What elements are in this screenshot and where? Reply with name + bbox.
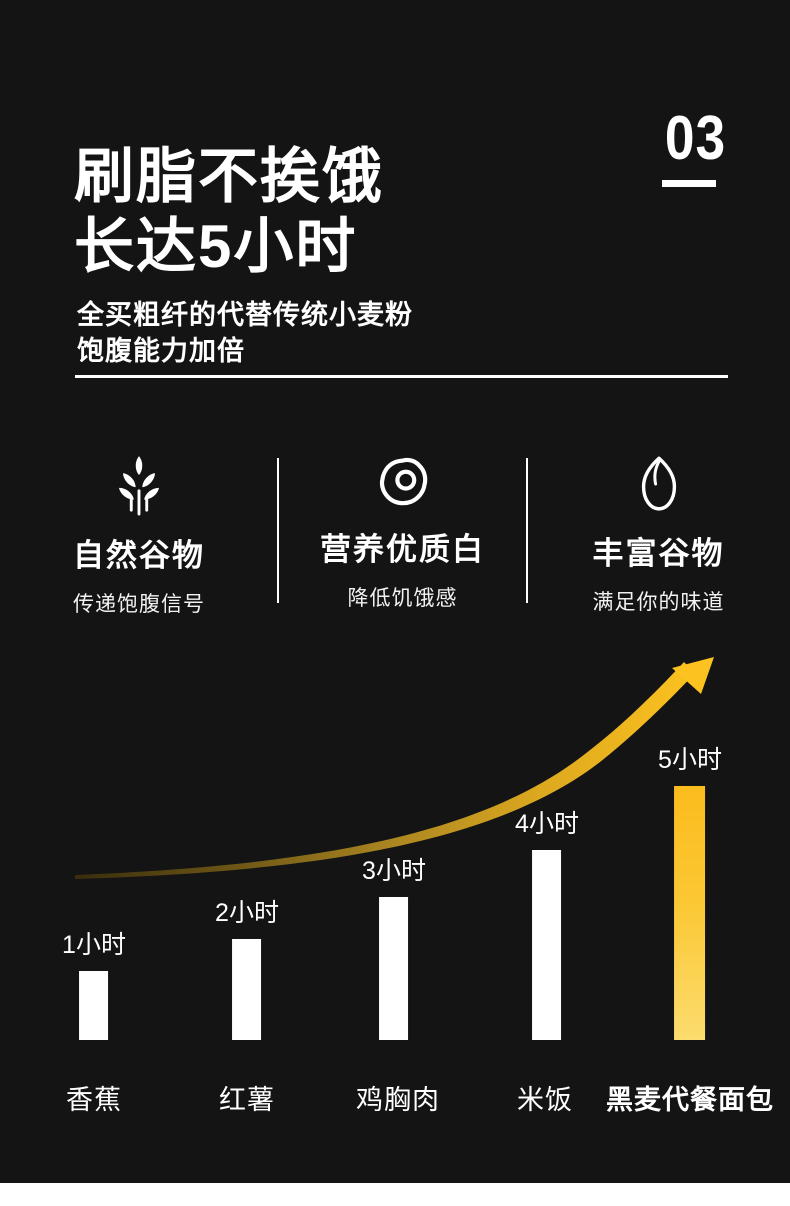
category-label-rye-bread: 黑麦代餐面包: [606, 1085, 774, 1115]
feature-desc: 满足你的味道: [592, 591, 725, 614]
page-subtitle: 全买粗纤的代替传统小麦粉 饱腹能力加倍: [77, 297, 413, 369]
feature-title: 自然谷物: [73, 538, 205, 573]
bar-value-label: 5小时: [658, 746, 722, 774]
bar: [379, 897, 409, 1040]
page-title-line2: 长达5小时: [74, 213, 358, 280]
horizontal-divider: [75, 375, 728, 378]
chart-bar-sweet-potato: 2小时: [215, 893, 279, 1040]
category-label-sweet-potato: 红薯: [219, 1085, 275, 1115]
category-label-rice: 米饭: [517, 1085, 573, 1115]
bar-value-label: 1小时: [62, 931, 126, 959]
bar: [232, 939, 262, 1040]
chart-bar-chicken-breast: 3小时: [362, 851, 426, 1040]
chart-bar-rye-bread-highlight: 5小时: [658, 740, 722, 1040]
feature-desc: 降低饥饿感: [347, 587, 458, 610]
feature-divider-2: [526, 458, 528, 603]
chart-bar-banana: 1小时: [62, 925, 126, 1040]
trend-arrow: [75, 657, 714, 879]
page-subtitle-line2: 饱腹能力加倍: [77, 336, 245, 366]
feature-rich-grain: 丰富谷物 满足你的味道: [527, 450, 790, 614]
feature-natural-grain: 自然谷物 传递饱腹信号: [0, 450, 278, 616]
fried-egg-icon: [375, 454, 431, 510]
feature-title: 丰富谷物: [592, 536, 725, 571]
bar-value-label: 4小时: [515, 810, 579, 838]
bar: [79, 971, 109, 1040]
bar-value-label: 3小时: [362, 857, 426, 885]
bottom-white-strip: [0, 1183, 790, 1206]
section-number: 03: [664, 104, 726, 173]
category-label-chicken-breast: 鸡胸肉: [356, 1085, 440, 1115]
feature-row: 自然谷物 传递饱腹信号 营养优质白 降低饥饿感: [0, 450, 790, 616]
bar: [532, 850, 562, 1040]
feature-quality-protein: 营养优质白 降低饥饿感: [278, 450, 527, 610]
chart-bar-rice: 4小时: [515, 804, 579, 1040]
feature-title: 营养优质白: [320, 532, 485, 567]
feature-desc: 传递饱腹信号: [73, 593, 205, 616]
wheat-icon: [110, 454, 168, 516]
page-subtitle-line1: 全买粗纤的代替传统小麦粉: [77, 300, 413, 330]
bar-value-label: 2小时: [215, 899, 279, 927]
category-label-banana: 香蕉: [66, 1085, 122, 1115]
seed-icon: [633, 454, 685, 514]
bar: [674, 786, 706, 1040]
section-number-underline: [662, 180, 716, 187]
page-title: 刷脂不挨饿 长达5小时: [74, 142, 384, 282]
page-title-line1: 刷脂不挨饿: [74, 143, 384, 210]
feature-divider-1: [277, 458, 279, 603]
